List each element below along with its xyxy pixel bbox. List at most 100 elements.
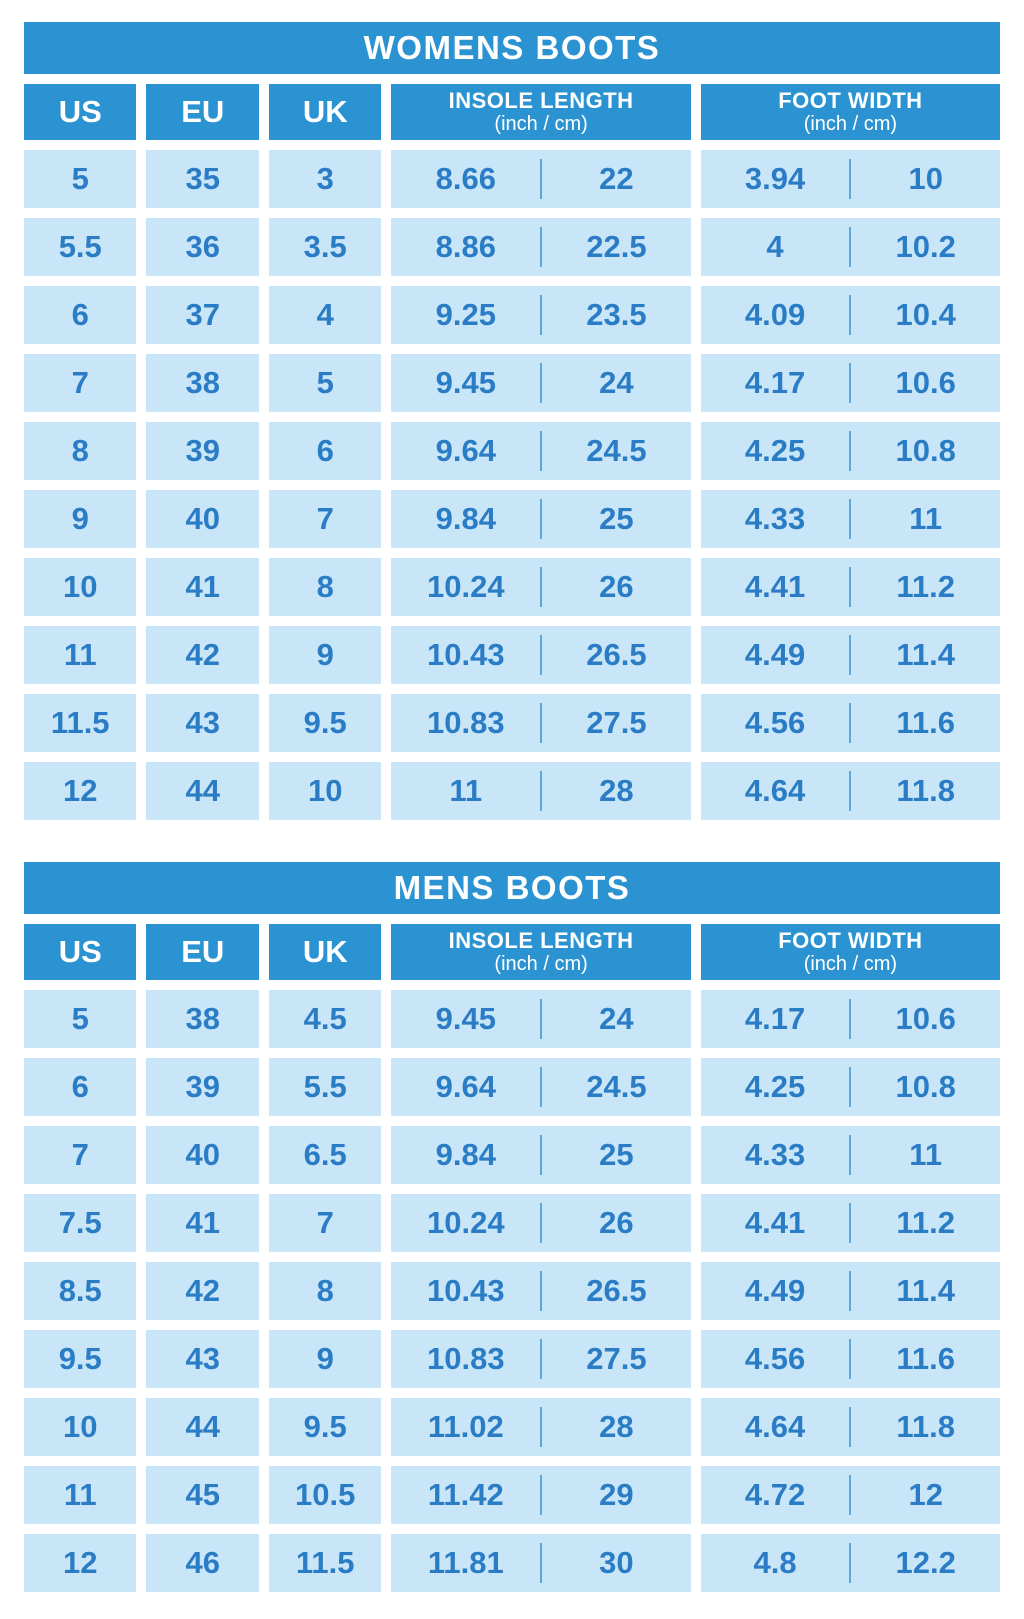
uk-cell: 9 <box>268 1330 382 1388</box>
inch-value: 9.25 <box>435 297 496 332</box>
cm-value: 24.5 <box>586 1069 647 1104</box>
uk-cell: 4 <box>268 286 382 344</box>
divider <box>849 1135 852 1175</box>
divider <box>540 635 543 675</box>
inch-value: 10.43 <box>426 637 505 672</box>
divider <box>540 295 543 335</box>
divider <box>849 635 852 675</box>
header-foot-width: FOOT WIDTH (inch / cm) <box>700 84 1001 140</box>
cm-value: 11.2 <box>896 1205 955 1240</box>
inch-value: 4.33 <box>744 1137 806 1172</box>
us-cell: 5.5 <box>24 218 137 276</box>
divider <box>849 295 852 335</box>
eu-cell: 40 <box>146 490 259 548</box>
womens-table-body: 5 35 3 8.66 22 3.94 10 5.5 36 3.5 8.86 22.5 4 10.2 6 37… <box>24 150 1001 820</box>
table-row: 5.5 36 3.5 8.86 22.5 4 10.2 <box>24 218 1001 276</box>
foot-width-cell: 4.33 11 <box>700 490 1001 548</box>
uk-cell: 3.5 <box>268 218 382 276</box>
womens-boots-table: WOMENS BOOTS US EU UK INSOLE LENGTH (inc… <box>24 22 1001 820</box>
cm-value: 11.2 <box>896 569 955 604</box>
cm-value: 10 <box>908 161 943 196</box>
us-cell: 5 <box>24 990 137 1048</box>
inch-value: 4.64 <box>744 1409 806 1444</box>
header-uk: UK <box>268 84 382 140</box>
eu-cell: 46 <box>146 1534 259 1592</box>
divider <box>849 567 852 607</box>
header-eu: EU <box>146 84 259 140</box>
us-cell: 8 <box>24 422 137 480</box>
us-cell: 12 <box>24 1534 137 1592</box>
divider <box>540 227 543 267</box>
divider <box>540 1135 543 1175</box>
table-row: 9.5 43 9 10.83 27.5 4.56 11.6 <box>24 1330 1001 1388</box>
insole-length-cell: 11 28 <box>391 762 691 820</box>
cm-value: 11.8 <box>896 773 955 808</box>
foot-width-cell: 4.49 11.4 <box>700 626 1001 684</box>
inch-value: 8.66 <box>435 161 496 196</box>
inch-value: 10.83 <box>426 1341 505 1376</box>
cm-value: 27.5 <box>586 1341 647 1376</box>
divider <box>540 1271 543 1311</box>
divider <box>849 1407 852 1447</box>
us-cell: 5 <box>24 150 137 208</box>
us-cell: 10 <box>24 1398 137 1456</box>
foot-width-cell: 4.64 11.8 <box>700 762 1001 820</box>
header-us: US <box>24 924 137 980</box>
table-row: 11 45 10.5 11.42 29 4.72 12 <box>24 1466 1001 1524</box>
divider <box>849 1475 852 1515</box>
inch-value: 9.64 <box>435 433 496 468</box>
foot-width-cell: 4.09 10.4 <box>700 286 1001 344</box>
header-insole-length: INSOLE LENGTH (inch / cm) <box>391 84 691 140</box>
inch-value: 4.41 <box>744 1205 806 1240</box>
cm-value: 24 <box>599 1001 634 1036</box>
eu-cell: 36 <box>146 218 259 276</box>
divider <box>849 771 852 811</box>
table-row: 10 41 8 10.24 26 4.41 11.2 <box>24 558 1001 616</box>
inch-value: 10.24 <box>426 1205 505 1240</box>
eu-cell: 37 <box>146 286 259 344</box>
us-cell: 9.5 <box>24 1330 137 1388</box>
insole-length-cell: 9.25 23.5 <box>391 286 691 344</box>
divider <box>849 703 852 743</box>
insole-length-cell: 9.64 24.5 <box>391 422 691 480</box>
divider <box>849 499 852 539</box>
insole-length-cell: 11.42 29 <box>391 1466 691 1524</box>
inch-value: 4.25 <box>744 1069 806 1104</box>
insole-length-cell: 8.86 22.5 <box>391 218 691 276</box>
divider <box>540 1339 543 1379</box>
inch-value: 10.83 <box>426 705 505 740</box>
table-row: 8.5 42 8 10.43 26.5 4.49 11.4 <box>24 1262 1001 1320</box>
cm-value: 28 <box>599 773 634 808</box>
eu-cell: 44 <box>146 762 259 820</box>
cm-value: 27.5 <box>586 705 647 740</box>
inch-value: 4.25 <box>744 433 806 468</box>
header-width-sub: (inch / cm) <box>803 113 898 136</box>
divider <box>540 567 543 607</box>
insole-length-cell: 9.45 24 <box>391 354 691 412</box>
header-foot-width: FOOT WIDTH (inch / cm) <box>700 924 1001 980</box>
inch-value: 4 <box>766 229 784 264</box>
foot-width-cell: 4.41 11.2 <box>700 1194 1001 1252</box>
eu-cell: 41 <box>146 1194 259 1252</box>
table-row: 12 44 10 11 28 4.64 11.8 <box>24 762 1001 820</box>
inch-value: 9.84 <box>435 1137 496 1172</box>
foot-width-cell: 4.17 10.6 <box>700 990 1001 1048</box>
divider <box>540 1407 543 1447</box>
header-insole-title: INSOLE LENGTH <box>448 927 634 953</box>
us-cell: 11 <box>24 1466 137 1524</box>
cm-value: 11.6 <box>896 1341 955 1376</box>
divider <box>849 1271 852 1311</box>
us-cell: 11 <box>24 626 137 684</box>
inch-value: 4.72 <box>744 1477 806 1512</box>
foot-width-cell: 4.25 10.8 <box>700 422 1001 480</box>
foot-width-cell: 3.94 10 <box>700 150 1001 208</box>
inch-value: 11 <box>449 773 483 808</box>
cm-value: 28 <box>599 1409 634 1444</box>
divider <box>849 431 852 471</box>
inch-value: 3.94 <box>744 161 806 196</box>
inch-value: 4.64 <box>744 773 806 808</box>
us-cell: 11.5 <box>24 694 137 752</box>
us-cell: 9 <box>24 490 137 548</box>
eu-cell: 43 <box>146 1330 259 1388</box>
cm-value: 10.6 <box>895 1001 956 1036</box>
